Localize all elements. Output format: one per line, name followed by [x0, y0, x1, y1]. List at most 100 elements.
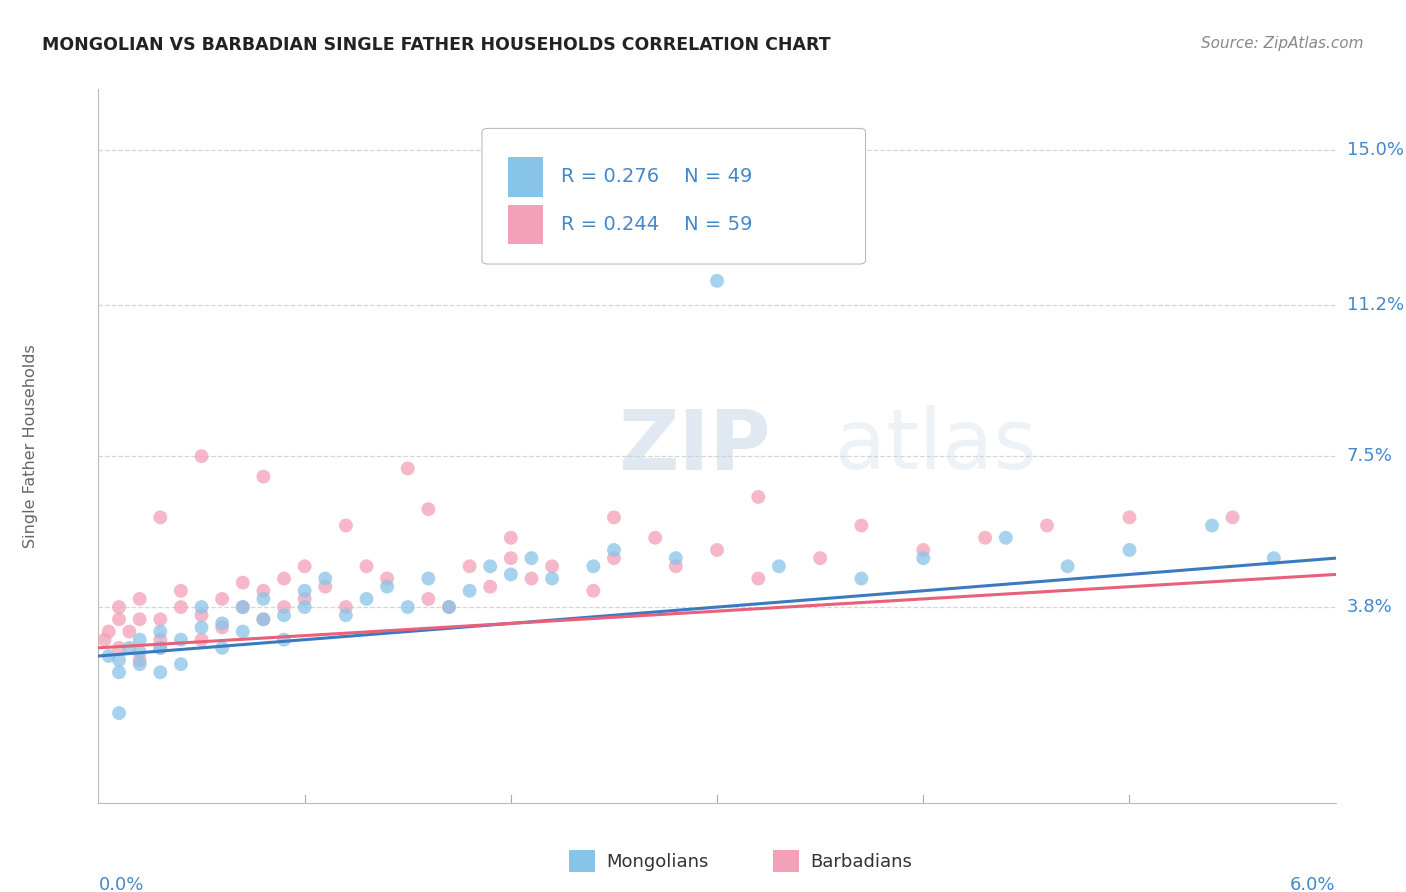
Point	[190, 608, 212, 623]
Point	[520, 572, 543, 586]
Point	[252, 612, 274, 626]
Point	[747, 490, 769, 504]
Point	[232, 624, 254, 639]
Point	[252, 469, 274, 483]
Point	[108, 612, 131, 626]
Point	[520, 551, 543, 566]
Point	[128, 657, 150, 672]
Point	[458, 559, 481, 574]
Point	[912, 543, 935, 558]
Point	[232, 575, 254, 590]
Text: 3.8%: 3.8%	[1347, 598, 1392, 616]
FancyBboxPatch shape	[508, 205, 543, 244]
Text: 15.0%: 15.0%	[1347, 141, 1403, 160]
Point	[375, 572, 398, 586]
Point	[644, 531, 666, 545]
Text: 6.0%: 6.0%	[1291, 876, 1336, 892]
Point	[108, 706, 131, 720]
Point	[118, 624, 141, 639]
Point	[149, 665, 172, 680]
Point	[190, 600, 212, 615]
Point	[294, 559, 316, 574]
FancyBboxPatch shape	[482, 128, 866, 264]
Point	[252, 591, 274, 606]
Point	[437, 600, 460, 615]
Point	[149, 624, 172, 639]
Point	[582, 559, 605, 574]
Point	[1263, 551, 1285, 566]
Point	[190, 632, 212, 647]
Text: Mongolians: Mongolians	[606, 853, 709, 871]
Point	[211, 640, 233, 655]
Point	[294, 591, 316, 606]
Point	[706, 274, 728, 288]
Point	[974, 531, 997, 545]
Point	[541, 559, 564, 574]
Point	[211, 616, 233, 631]
Point	[149, 640, 172, 655]
Point	[665, 551, 688, 566]
Text: Barbadians: Barbadians	[810, 853, 911, 871]
Point	[603, 551, 626, 566]
Point	[170, 632, 193, 647]
Text: R = 0.244    N = 59: R = 0.244 N = 59	[561, 215, 752, 234]
Point	[108, 665, 131, 680]
Point	[1201, 518, 1223, 533]
Point	[479, 580, 502, 594]
Point	[232, 600, 254, 615]
Point	[211, 591, 233, 606]
Point	[294, 600, 316, 615]
Point	[851, 518, 873, 533]
Point	[396, 600, 419, 615]
Point	[170, 600, 193, 615]
Point	[541, 572, 564, 586]
Point	[149, 612, 172, 626]
Point	[211, 620, 233, 634]
Point	[128, 645, 150, 659]
Point	[1036, 518, 1059, 533]
Point	[396, 461, 419, 475]
Text: 11.2%: 11.2%	[1347, 296, 1405, 314]
Point	[108, 640, 131, 655]
Point	[170, 583, 193, 598]
Point	[603, 510, 626, 524]
Point	[190, 620, 212, 634]
Point	[252, 612, 274, 626]
Point	[851, 572, 873, 586]
Point	[808, 551, 831, 566]
Point	[499, 531, 522, 545]
Point	[912, 551, 935, 566]
Point	[499, 551, 522, 566]
Text: R = 0.276    N = 49: R = 0.276 N = 49	[561, 168, 752, 186]
Point	[294, 583, 316, 598]
Point	[335, 518, 357, 533]
Point	[768, 559, 790, 574]
Point	[356, 559, 378, 574]
Text: 7.5%: 7.5%	[1347, 447, 1393, 466]
Text: Single Father Households: Single Father Households	[22, 344, 38, 548]
Point	[273, 608, 295, 623]
Point	[665, 559, 688, 574]
Point	[1118, 510, 1140, 524]
Point	[706, 543, 728, 558]
Point	[418, 502, 440, 516]
Point	[232, 600, 254, 615]
FancyBboxPatch shape	[508, 157, 543, 196]
Point	[128, 591, 150, 606]
Point	[375, 580, 398, 594]
Text: 0.0%: 0.0%	[98, 876, 143, 892]
Point	[499, 567, 522, 582]
Point	[1056, 559, 1078, 574]
Point	[603, 543, 626, 558]
Point	[108, 653, 131, 667]
Point	[128, 612, 150, 626]
Point	[273, 572, 295, 586]
Point	[582, 583, 605, 598]
Point	[314, 580, 336, 594]
Point	[118, 640, 141, 655]
Point	[128, 653, 150, 667]
Point	[437, 600, 460, 615]
Text: MONGOLIAN VS BARBADIAN SINGLE FATHER HOUSEHOLDS CORRELATION CHART: MONGOLIAN VS BARBADIAN SINGLE FATHER HOU…	[42, 36, 831, 54]
Point	[479, 559, 502, 574]
Point	[128, 632, 150, 647]
